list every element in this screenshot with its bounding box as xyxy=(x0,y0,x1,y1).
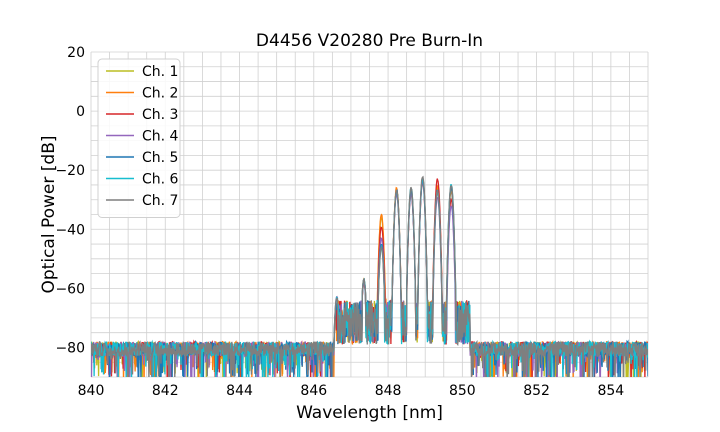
x-tick-label: 852 xyxy=(523,383,550,399)
tick-layer: 840 842 844 846 848 850 852 854 −80 −60 −40 −20 0 20 xyxy=(55,45,624,399)
x-tick-label: 850 xyxy=(449,383,476,399)
legend-entry-label: Ch. 3 xyxy=(142,107,178,123)
legend-entry-label: Ch. 1 xyxy=(142,64,178,80)
legend-entry-label: Ch. 6 xyxy=(142,172,179,188)
y-tick-label: −40 xyxy=(55,222,85,238)
legend-entry-label: Ch. 2 xyxy=(142,86,178,102)
x-tick-label: 840 xyxy=(78,383,105,399)
x-tick-label: 846 xyxy=(300,383,327,399)
series-layer xyxy=(91,175,648,377)
x-axis-label: Wavelength [nm] xyxy=(296,403,443,423)
y-axis-label: Optical Power [dB] xyxy=(39,136,59,294)
y-tick-label: −20 xyxy=(55,163,85,179)
y-tick-label: 0 xyxy=(76,104,85,120)
y-tick-label: −80 xyxy=(55,340,85,356)
series-line-ch7 xyxy=(91,175,648,377)
x-tick-label: 854 xyxy=(597,383,624,399)
chart-title: D4456 V20280 Pre Burn-In xyxy=(256,31,483,51)
x-tick-label: 848 xyxy=(375,383,402,399)
legend: Ch. 1 Ch. 2 Ch. 3 Ch. 4 Ch. 5 Ch. 6 Ch. 7 xyxy=(97,58,181,218)
legend-entry-label: Ch. 4 xyxy=(142,129,179,145)
y-tick-label: −60 xyxy=(55,281,85,297)
x-tick-label: 842 xyxy=(152,383,179,399)
x-tick-label: 844 xyxy=(226,383,253,399)
legend-entry-label: Ch. 5 xyxy=(142,150,178,166)
legend-entry-label: Ch. 7 xyxy=(142,193,178,209)
y-tick-label: 20 xyxy=(67,45,85,61)
